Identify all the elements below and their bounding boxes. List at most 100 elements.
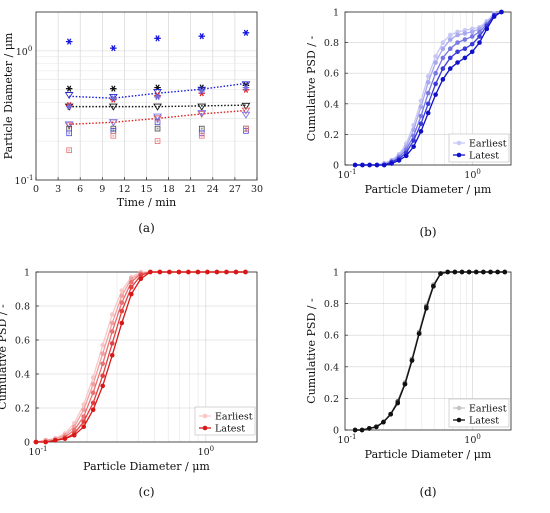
data-point: [477, 34, 482, 39]
data-point: [186, 269, 191, 275]
data-point: [243, 269, 248, 275]
data-point-square: [156, 127, 159, 130]
data-point: [433, 81, 438, 87]
y-tick-label: 1: [24, 268, 30, 279]
data-point-square: [244, 127, 247, 130]
data-point-star: [155, 35, 160, 42]
data-point: [447, 46, 453, 52]
data-point: [462, 31, 468, 36]
x-axis-label: Particle Diameter / μm: [83, 460, 210, 473]
data-point: [388, 411, 393, 417]
data-point: [462, 46, 468, 52]
data-point: [109, 312, 115, 317]
x-tick-label: 24: [207, 184, 219, 195]
data-point-square: [198, 132, 205, 139]
data-point-triangle: [241, 102, 251, 110]
data-point-triangle: [197, 103, 207, 111]
y-axis-label: Particle Diameter / μm: [2, 32, 15, 159]
y-tick-label: 0.8: [324, 38, 339, 49]
data-point: [440, 40, 446, 45]
data-point: [352, 427, 358, 433]
data-point: [129, 279, 134, 285]
data-point: [455, 32, 460, 38]
data-point: [129, 285, 134, 290]
x-tick-label: 18: [163, 184, 175, 195]
data-point: [90, 407, 96, 413]
data-point: [367, 162, 372, 168]
data-point: [447, 55, 453, 61]
data-point-triangle: [64, 121, 74, 129]
data-point: [396, 158, 402, 163]
x-tick-label: 10-1: [338, 168, 357, 181]
data-point-square: [112, 129, 115, 132]
x-tick-label: 30: [251, 184, 263, 195]
data-point: [90, 390, 96, 396]
data-point: [119, 300, 125, 305]
data-point: [499, 9, 504, 15]
panel-a: 0 3 6 9 12 15 18 21 24 27 30 10-1 100 Time / min Parti…: [2, 11, 263, 235]
data-point: [433, 54, 438, 59]
x-tick-label: 100: [464, 433, 481, 446]
data-point: [119, 293, 125, 299]
data-point: [81, 424, 87, 430]
data-point: [119, 288, 125, 294]
data-point: [389, 161, 394, 166]
data-point: [62, 436, 68, 441]
data-point-triangle: [197, 86, 207, 94]
data-point: [418, 129, 424, 134]
data-point: [491, 14, 497, 19]
data-point: [138, 276, 144, 282]
legend-label-earliest: Earliest: [469, 404, 507, 415]
y-tick-label: 0.4: [324, 362, 339, 373]
data-point: [416, 331, 422, 336]
y-tick-label: 0.2: [15, 404, 30, 415]
data-point-square: [110, 132, 117, 139]
data-point: [366, 426, 372, 431]
data-point-triangle: [241, 107, 251, 115]
data-point: [469, 49, 475, 55]
data-point: [157, 269, 163, 275]
data-point: [459, 269, 465, 275]
y-tick-label: 0.2: [324, 130, 339, 141]
data-point-star: [155, 93, 160, 100]
panel-label: (b): [419, 225, 436, 239]
x-tick-label: 15: [140, 184, 152, 195]
data-point-square: [154, 125, 161, 132]
fit-line: [69, 104, 246, 108]
data-point: [214, 269, 220, 275]
legend-label-earliest: Earliest: [215, 412, 253, 423]
data-point: [425, 73, 431, 79]
data-point: [403, 153, 409, 159]
data-point-square: [68, 127, 71, 130]
y-tick-label: 10-1: [15, 174, 34, 187]
data-point: [425, 90, 431, 96]
data-point: [43, 439, 48, 445]
plot-frame: [344, 11, 512, 166]
data-point-triangle: [153, 115, 162, 123]
data-point-square: [112, 134, 115, 137]
data-point: [440, 66, 446, 71]
data-point: [109, 320, 115, 326]
data-point: [484, 26, 490, 32]
data-point: [473, 269, 479, 275]
data-point: [466, 269, 472, 275]
data-point: [469, 29, 475, 35]
x-tick-label: 27: [229, 184, 241, 195]
x-axis-label: Time / min: [117, 196, 177, 209]
data-point-square: [154, 119, 161, 126]
data-point: [433, 70, 438, 76]
data-point: [109, 353, 115, 358]
data-point: [433, 60, 438, 65]
data-point: [109, 329, 115, 334]
data-point: [447, 37, 453, 42]
data-point-triangle: [197, 110, 207, 118]
data-point-triangle: [241, 111, 251, 119]
legend-box: [448, 133, 510, 163]
data-point: [81, 407, 87, 413]
data-point: [129, 291, 134, 297]
data-point: [452, 269, 458, 275]
series-line: [355, 271, 505, 431]
data-point-square: [156, 140, 159, 143]
